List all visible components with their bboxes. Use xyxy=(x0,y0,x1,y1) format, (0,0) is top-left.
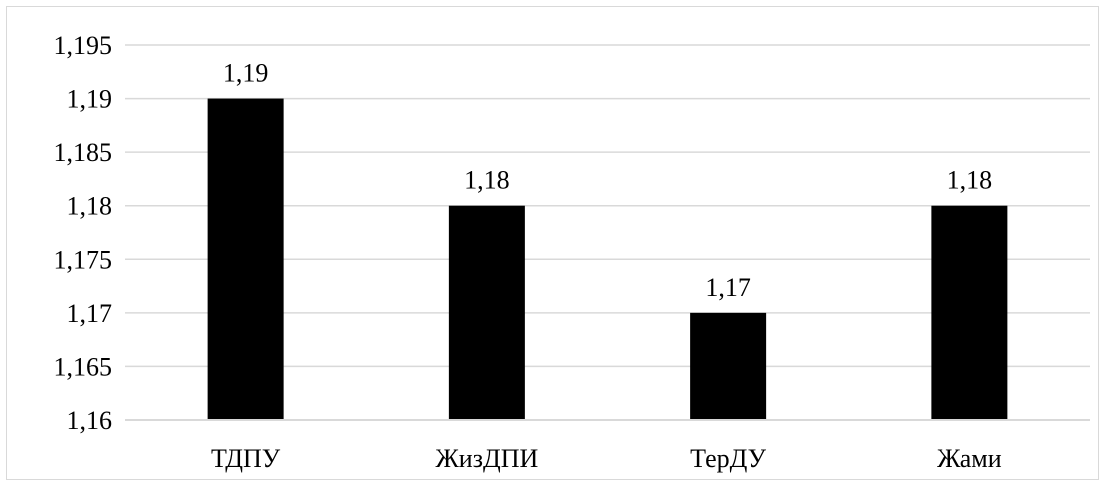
y-tick-label: 1,16 xyxy=(67,406,113,435)
y-tick-label: 1,18 xyxy=(67,192,113,221)
x-tick-label: ТерДУ xyxy=(690,444,766,473)
data-label: 1,17 xyxy=(705,273,751,302)
y-tick-label: 1,17 xyxy=(67,299,113,328)
x-tick-label: Жами xyxy=(937,444,1002,473)
gridlines xyxy=(125,44,1090,368)
x-tick-label: ЖизДПИ xyxy=(435,444,538,473)
data-label: 1,18 xyxy=(947,166,993,195)
bar xyxy=(448,205,525,420)
bar xyxy=(207,98,284,421)
y-tick-label: 1,185 xyxy=(54,138,113,167)
chart-frame xyxy=(6,6,1099,480)
data-label: 1,19 xyxy=(223,59,269,88)
y-tick-label: 1,175 xyxy=(54,245,113,274)
data-labels: 1,19 1,18 1,17 1,18 xyxy=(223,59,992,302)
y-axis-ticks: 1,16 1,165 1,17 1,175 1,18 1,185 1,19 1,195 xyxy=(54,31,113,435)
bar xyxy=(690,312,767,420)
x-axis-ticks: ТДПУ ЖизДПИ ТерДУ Жами xyxy=(211,444,1002,473)
bars xyxy=(207,98,1008,421)
y-tick-label: 1,165 xyxy=(54,352,113,381)
y-tick-label: 1,195 xyxy=(54,31,113,60)
data-label: 1,18 xyxy=(464,166,510,195)
bar xyxy=(931,205,1008,420)
y-tick-label: 1,19 xyxy=(67,85,113,114)
x-tick-label: ТДПУ xyxy=(211,444,281,473)
